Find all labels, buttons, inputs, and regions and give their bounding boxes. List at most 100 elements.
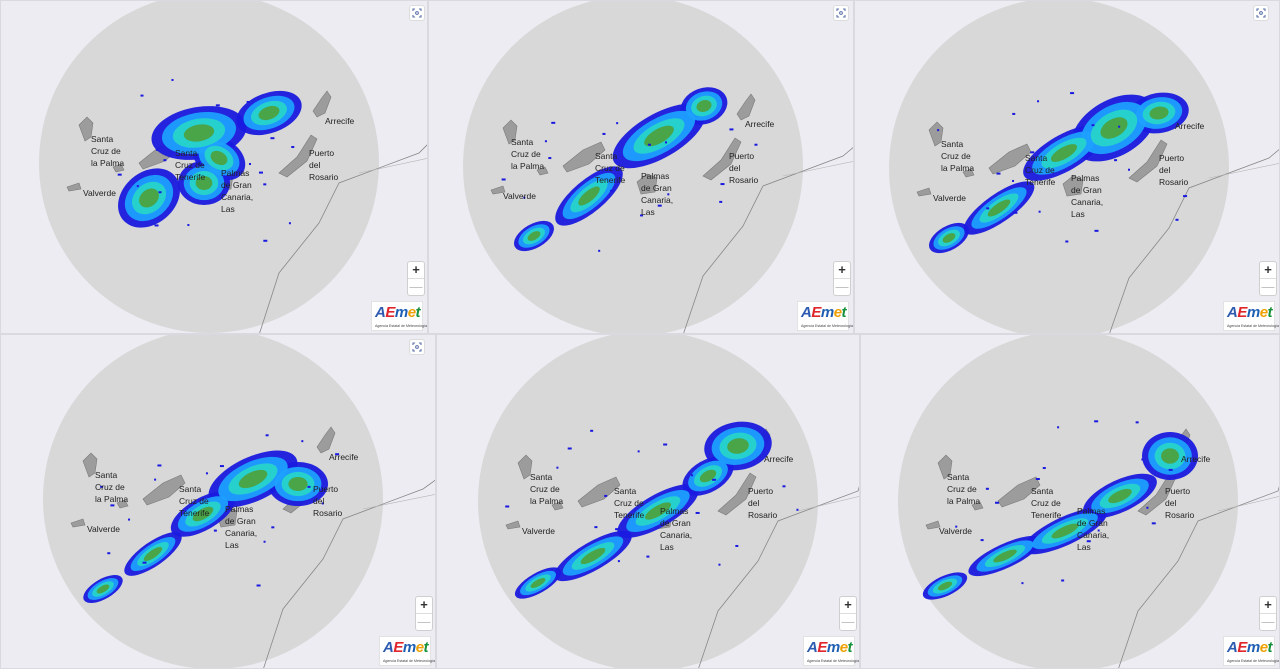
- tenerife-island: [577, 476, 621, 508]
- place-label-arrecife: Arrecife: [745, 119, 775, 129]
- echo-speckle: [985, 487, 989, 490]
- radar-frame-4[interactable]: Santa Cruz de la Palma Valverde Santa Cruz…: [0, 334, 436, 669]
- la-gomera-island: [962, 168, 975, 178]
- radar-frame-1[interactable]: Santa Cruz de la Palma Valverde Santa Cruz…: [0, 0, 428, 334]
- zoom-out-button[interactable]: —: [408, 278, 424, 294]
- zoom-control: + —: [415, 596, 433, 631]
- place-label-santa-cruz-la-palma: Santa Cruz de la Palma: [511, 137, 545, 171]
- echo-speckle: [505, 505, 510, 508]
- zoom-in-button[interactable]: +: [838, 262, 846, 277]
- el-hierro-island: [70, 518, 86, 528]
- echo-speckle: [712, 478, 717, 481]
- zoom-out-button[interactable]: —: [416, 613, 432, 629]
- echo-cell: [288, 476, 308, 492]
- echo-speckle: [213, 529, 217, 532]
- echo-speckle: [140, 94, 144, 97]
- radar-map[interactable]: [1, 335, 436, 669]
- precipitation-echoes: [505, 421, 799, 599]
- aemet-subtitle: Agencia Estatal de Meteorología: [1227, 324, 1279, 328]
- echo-speckle: [667, 193, 670, 196]
- zoom-in-button[interactable]: +: [1264, 597, 1272, 612]
- radar-frame-5[interactable]: Santa Cruz de la Palma Valverde Santa Cruz…: [436, 334, 860, 669]
- zoom-control: + —: [1259, 261, 1277, 296]
- zoom-in-button[interactable]: +: [1264, 262, 1272, 277]
- fuerteventura-island: [278, 134, 318, 178]
- aemet-wordmark: AEmet: [1227, 639, 1273, 656]
- echo-cell: [578, 186, 600, 206]
- fullscreen-button[interactable]: [409, 339, 425, 355]
- place-label-santa-cruz-tenerife: Santa Cruz de Tenerife: [179, 484, 210, 518]
- radar-frame-6[interactable]: Santa Cruz de la Palma Valverde Santa Cruz…: [860, 334, 1280, 669]
- echo-speckle: [335, 453, 340, 456]
- echo-speckle: [1094, 420, 1099, 423]
- echo-speckle: [156, 148, 159, 151]
- echo-speckle: [1100, 518, 1104, 521]
- radar-map[interactable]: [1, 1, 428, 334]
- precipitation-echoes: [922, 420, 1198, 600]
- zoom-in-button[interactable]: +: [844, 597, 852, 612]
- echo-speckle: [163, 159, 167, 162]
- el-hierro-island: [916, 187, 932, 197]
- zoom-out-button[interactable]: —: [1260, 613, 1276, 629]
- radar-map[interactable]: [861, 335, 1280, 669]
- echo-speckle: [288, 222, 291, 225]
- fullscreen-button[interactable]: [1253, 5, 1269, 21]
- echo-speckle: [955, 525, 958, 528]
- coastline: [698, 486, 859, 668]
- echo-speckle: [157, 464, 162, 467]
- border-line: [362, 494, 435, 510]
- echo-speckle: [1168, 468, 1173, 471]
- place-label-las-palmas: Palmas de Gran Canaria, Las: [225, 504, 258, 550]
- zoom-control: + —: [1259, 596, 1277, 631]
- fullscreen-icon: [836, 8, 846, 18]
- aemet-subtitle: Agencia Estatal de Meteorología: [375, 324, 427, 328]
- echo-cell: [644, 502, 672, 520]
- echo-speckle: [256, 584, 261, 587]
- echo-speckle: [321, 502, 324, 505]
- place-label-valverde: Valverde: [503, 191, 536, 201]
- place-label-arrecife: Arrecife: [764, 454, 794, 464]
- echo-speckle: [215, 104, 220, 107]
- zoom-in-button[interactable]: +: [420, 597, 428, 612]
- echo-speckle: [136, 185, 139, 188]
- echo-speckle: [301, 440, 304, 443]
- echo-speckle: [1021, 582, 1024, 585]
- fullscreen-button[interactable]: [409, 5, 425, 21]
- place-label-santa-cruz-la-palma: Santa Cruz de la Palma: [530, 472, 564, 506]
- place-label-santa-cruz-tenerife: Santa Cruz de Tenerife: [1031, 486, 1062, 520]
- radar-map[interactable]: [429, 1, 854, 334]
- radar-frame-3[interactable]: Santa Cruz de la Palma Valverde Santa Cruz…: [854, 0, 1280, 334]
- zoom-out-button[interactable]: —: [834, 278, 850, 294]
- echo-speckle: [551, 121, 556, 124]
- echo-speckle: [501, 178, 506, 181]
- radar-frame-2[interactable]: Santa Cruz de la Palma Valverde Santa Cruz…: [428, 0, 854, 334]
- place-label-valverde: Valverde: [939, 526, 972, 536]
- echo-speckle: [154, 478, 157, 481]
- place-label-valverde: Valverde: [522, 526, 555, 536]
- echo-speckle: [663, 443, 668, 446]
- echo-cell: [258, 105, 280, 121]
- radar-map[interactable]: [855, 1, 1280, 334]
- echo-speckle: [246, 100, 250, 103]
- echo-speckle: [719, 200, 723, 203]
- echo-speckle: [640, 214, 644, 217]
- echo-speckle: [796, 508, 799, 511]
- la-palma-island: [82, 452, 98, 478]
- echo-speckle: [1013, 211, 1018, 214]
- aemet-wordmark: AEmet: [807, 639, 853, 656]
- echo-cell: [1100, 117, 1128, 139]
- zoom-in-button[interactable]: +: [412, 262, 420, 277]
- radar-map[interactable]: [437, 335, 860, 669]
- fullscreen-button[interactable]: [833, 5, 849, 21]
- echo-speckle: [754, 143, 758, 146]
- echo-speckle: [249, 163, 251, 165]
- echo-speckle: [270, 137, 275, 140]
- border-line: [782, 161, 853, 177]
- zoom-out-button[interactable]: —: [1260, 278, 1276, 294]
- echo-cell: [139, 188, 159, 208]
- el-hierro-island: [66, 182, 82, 192]
- zoom-out-button[interactable]: —: [840, 613, 856, 629]
- echo-cell: [993, 549, 1017, 563]
- echo-cell: [530, 578, 546, 588]
